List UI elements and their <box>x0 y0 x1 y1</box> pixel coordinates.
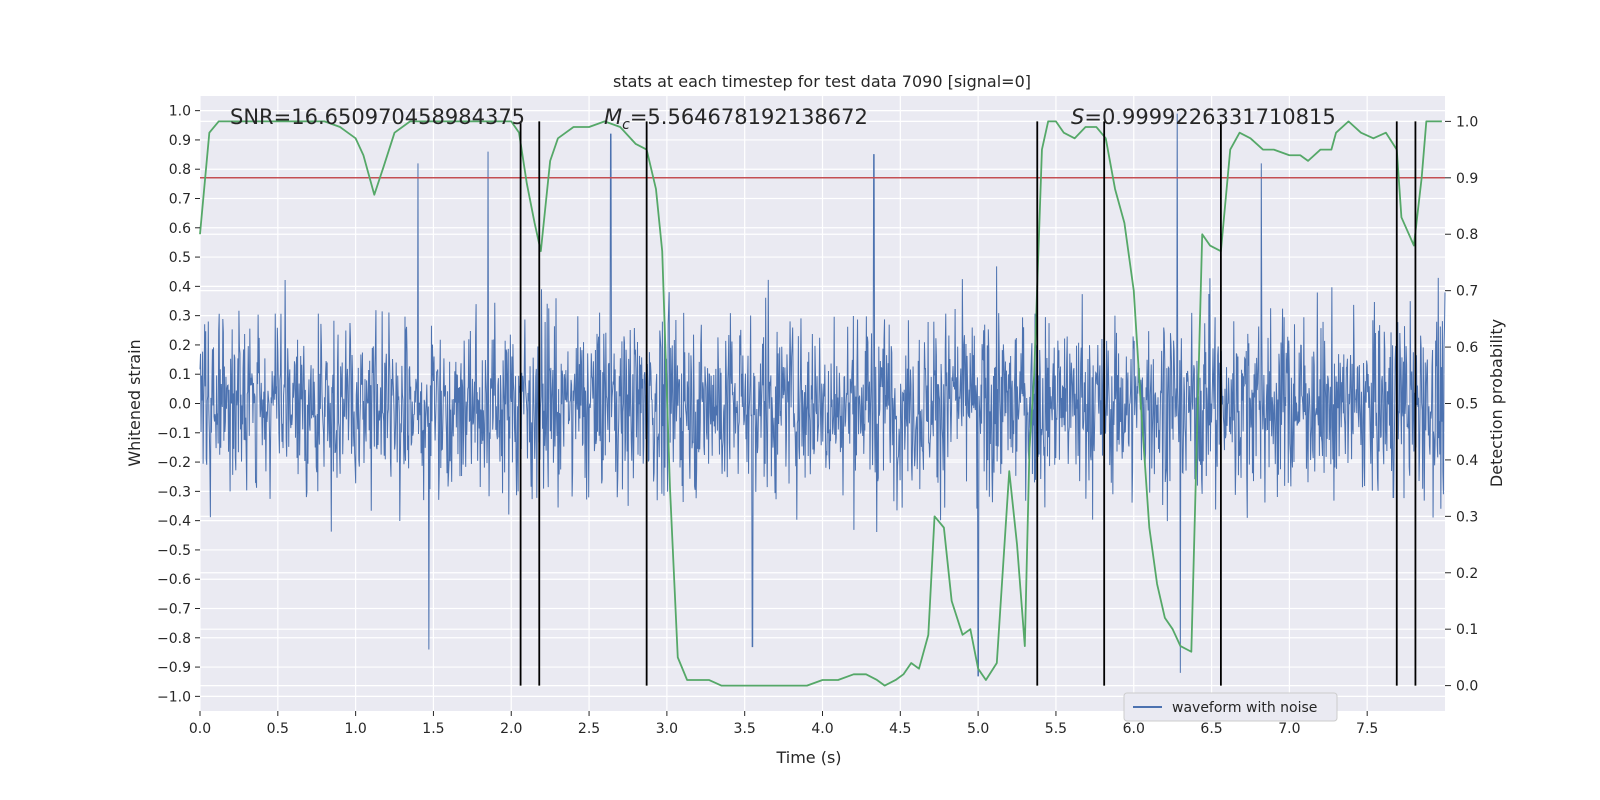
yl-tick-label-12: 0.2 <box>169 338 191 354</box>
yr-tick-label-3: 0.3 <box>1456 509 1478 525</box>
s-annotation: S=0.9999226331710815 <box>1071 105 1336 129</box>
yr-tick-label-0: 0.0 <box>1456 679 1478 695</box>
s-symbol: S <box>1071 105 1084 129</box>
x-axis-label: Time (s) <box>775 748 841 767</box>
mc-annotation: Mc=5.564678192138672 <box>604 105 868 133</box>
yl-tick-label-4: −0.6 <box>157 572 191 588</box>
probability-line <box>199 120 1442 687</box>
yr-tick-label-2: 0.2 <box>1456 566 1478 582</box>
yl-tick-label-14: 0.4 <box>169 279 191 295</box>
yr-tick-label-8: 0.8 <box>1456 227 1478 243</box>
yl-tick-label-17: 0.7 <box>169 192 191 208</box>
x-tick-label-6: 3.0 <box>656 721 678 737</box>
x-tick-label-14: 7.0 <box>1278 721 1300 737</box>
yr-tick-label-10: 1.0 <box>1456 114 1478 130</box>
x-tick-label-0: 0.0 <box>189 721 211 737</box>
right-y-axis-ticks: 0.0 0.1 0.2 0.3 0.4 0.5 0.6 0.7 0.8 0.9 1.0 <box>1445 114 1478 695</box>
mc-subscript: c <box>622 117 630 133</box>
mc-value: =5.564678192138672 <box>630 105 868 129</box>
s-value: =0.9999226331710815 <box>1084 105 1335 129</box>
yr-tick-label-1: 0.1 <box>1456 622 1478 638</box>
yl-tick-label-0: −1.0 <box>157 689 191 705</box>
x-tick-label-4: 2.0 <box>500 721 522 737</box>
yl-tick-label-7: −0.3 <box>157 484 191 500</box>
x-tick-label-5: 2.5 <box>578 721 600 737</box>
yl-tick-label-20: 1.0 <box>169 104 191 120</box>
waveform-series <box>199 113 1446 677</box>
legend-box <box>1123 692 1338 722</box>
yr-tick-label-6: 0.6 <box>1456 340 1478 356</box>
yl-tick-label-3: −0.7 <box>157 602 191 618</box>
yl-tick-label-11: 0.1 <box>169 367 191 383</box>
chart-title: stats at each timestep for test data 709… <box>613 72 1031 91</box>
probability-series <box>199 120 1442 687</box>
x-tick-label-1: 0.5 <box>267 721 289 737</box>
waveform-line <box>199 113 1446 677</box>
x-tick-label-15: 7.5 <box>1356 721 1378 737</box>
yl-tick-label-1: −0.9 <box>157 660 191 676</box>
yl-tick-label-13: 0.3 <box>169 309 191 325</box>
yl-tick-label-8: −0.2 <box>157 455 191 471</box>
legend-label-waveform: waveform with noise <box>1172 700 1317 716</box>
mc-symbol: M <box>604 105 622 129</box>
snr-annotation: SNR=16.650970458984375 <box>230 105 525 129</box>
x-tick-label-7: 3.5 <box>734 721 756 737</box>
yl-tick-label-10: 0.0 <box>169 397 191 413</box>
yl-tick-label-2: −0.8 <box>157 631 191 647</box>
legend: waveform with noise <box>1123 692 1338 722</box>
x-tick-label-9: 4.5 <box>889 721 911 737</box>
yl-tick-label-9: −0.1 <box>157 426 191 442</box>
yl-tick-label-19: 0.9 <box>169 133 191 149</box>
x-tick-label-10: 5.0 <box>967 721 989 737</box>
right-y-axis-label: Detection probability <box>1487 319 1506 487</box>
yl-tick-label-18: 0.8 <box>169 162 191 178</box>
yr-tick-label-9: 0.9 <box>1456 171 1478 187</box>
x-tick-label-11: 5.5 <box>1045 721 1067 737</box>
yr-tick-label-5: 0.5 <box>1456 397 1478 413</box>
yr-tick-label-4: 0.4 <box>1456 453 1478 469</box>
yl-tick-label-15: 0.5 <box>169 250 191 266</box>
x-tick-label-13: 6.5 <box>1200 721 1222 737</box>
x-tick-label-12: 6.0 <box>1123 721 1145 737</box>
x-tick-label-2: 1.0 <box>344 721 366 737</box>
x-tick-label-8: 4.0 <box>811 721 833 737</box>
yl-tick-label-6: −0.4 <box>157 514 191 530</box>
yl-tick-label-16: 0.6 <box>169 221 191 237</box>
x-tick-label-3: 1.5 <box>422 721 444 737</box>
yl-tick-label-5: −0.5 <box>157 543 191 559</box>
x-axis-ticks: 0.0 0.5 1.0 1.5 2.0 2.5 3.0 3.5 4.0 4.5 5.0 5.5 6.0 6… <box>189 711 1378 737</box>
yr-tick-label-7: 0.7 <box>1456 284 1478 300</box>
vertical-lines <box>519 121 1417 686</box>
left-y-axis-ticks: −1.0 −0.9 −0.8 −0.7 −0.6 −0.5 −0.4 −0.3 −0.2 −0.1… <box>157 104 200 705</box>
left-y-axis-label: Whitened strain <box>125 339 144 466</box>
